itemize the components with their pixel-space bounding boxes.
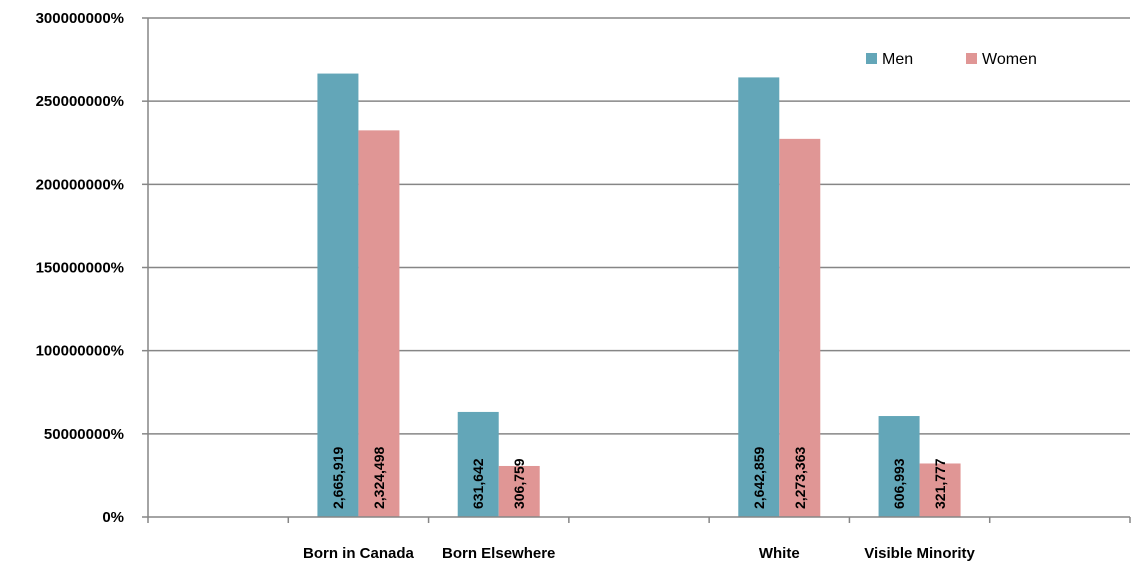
- data-label: 2,324,498: [371, 447, 387, 509]
- data-label: 2,665,919: [330, 447, 346, 509]
- x-category-label: Born in Canada: [303, 545, 415, 562]
- bar-women-5: [919, 463, 961, 517]
- legend-label: Women: [982, 51, 1037, 68]
- x-axis-categories: Born in Canada Born Elsewhere White Visible…: [303, 545, 976, 562]
- y-tick-label: 100000000%: [36, 343, 124, 360]
- legend-swatch-men: [866, 53, 877, 64]
- data-label: 631,642: [470, 458, 486, 509]
- data-labels: 2,665,919 631,642 2,642,859 606,993 2,324,49…: [330, 447, 948, 509]
- bar-men-1: [317, 73, 359, 517]
- x-category-label: Visible Minority: [864, 545, 975, 562]
- data-label: 606,993: [891, 458, 907, 509]
- y-tick-label: 300000000%: [36, 10, 124, 27]
- x-category-label: Born Elsewhere: [442, 545, 555, 562]
- data-label: 2,273,363: [792, 447, 808, 509]
- data-label: 306,759: [511, 458, 527, 509]
- data-label: 2,642,859: [751, 447, 767, 509]
- gridlines: [148, 17, 1130, 435]
- bar-men-5: [878, 416, 920, 517]
- bar-women-4: [779, 138, 821, 517]
- legend: Men Women: [866, 51, 1037, 68]
- y-axis-ticks: 0% 50000000% 100000000% 150000000% 200000000…: [36, 10, 148, 526]
- bar-men-2: [457, 411, 499, 517]
- y-tick-label: 0%: [102, 509, 124, 526]
- y-tick-label: 50000000%: [44, 426, 124, 443]
- data-label: 321,777: [932, 458, 948, 509]
- bar-women-2: [498, 465, 540, 517]
- legend-swatch-women: [966, 53, 977, 64]
- y-tick-label: 250000000%: [36, 93, 124, 110]
- x-category-label: White: [759, 545, 800, 562]
- y-tick-label: 150000000%: [36, 260, 124, 277]
- bar-men-4: [738, 77, 780, 517]
- bars: [317, 73, 961, 517]
- y-tick-label: 200000000%: [36, 176, 124, 193]
- legend-label: Men: [882, 51, 913, 68]
- bar-women-1: [358, 130, 400, 517]
- axes: [147, 18, 1131, 523]
